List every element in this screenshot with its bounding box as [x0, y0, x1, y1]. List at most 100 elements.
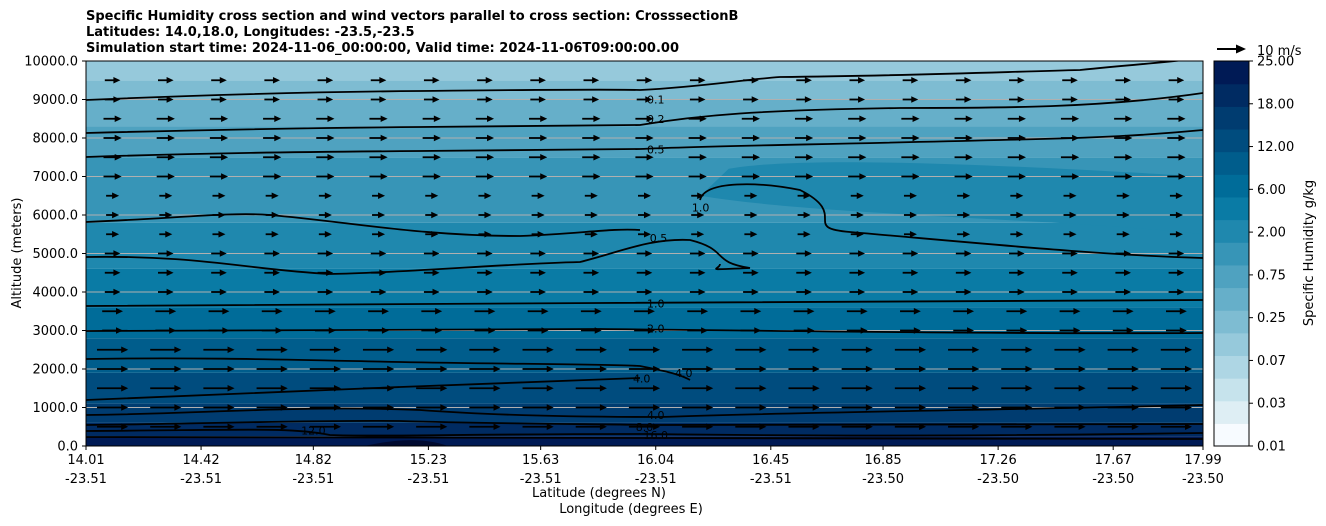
contour-label: 0.2	[647, 113, 665, 126]
wind-vector-head	[909, 231, 917, 238]
wind-vector-head	[121, 346, 129, 353]
wind-vector-head	[1178, 134, 1186, 142]
wind-vector-head	[751, 288, 759, 296]
wind-vector-head	[856, 231, 864, 238]
wind-vector	[265, 231, 279, 238]
wind-vector	[1009, 288, 1025, 296]
wind-vector-head	[280, 404, 288, 411]
wind-vector	[309, 423, 341, 430]
wind-vector-head	[912, 173, 920, 180]
wind-vector-head	[378, 192, 386, 199]
wind-vector	[575, 346, 607, 353]
wind-vector	[362, 365, 395, 373]
wind-vector	[1115, 288, 1132, 296]
x-tick-label-latitude: 15.23	[410, 453, 447, 468]
wind-vector-head	[280, 346, 288, 353]
wind-vector	[362, 423, 395, 430]
wind-vector-head	[227, 365, 235, 373]
wind-vector-head	[1179, 327, 1187, 334]
wind-vector	[422, 134, 441, 142]
wind-vector	[1062, 96, 1078, 103]
wind-vector	[636, 250, 653, 257]
wind-vector	[635, 173, 654, 180]
wind-vector	[475, 115, 495, 122]
wind-vector-head	[1020, 327, 1028, 334]
wind-vector-head	[865, 346, 873, 353]
wind-vector	[1114, 134, 1133, 142]
wind-vector-head	[275, 308, 283, 315]
wind-vector-head	[333, 346, 341, 353]
wind-vector-head	[812, 365, 820, 373]
contour-label: 0.5	[647, 144, 665, 157]
wind-vector	[96, 423, 129, 430]
wind-vector	[527, 327, 549, 334]
wind-vector-head	[484, 231, 492, 238]
wind-vector-head	[858, 250, 866, 257]
wind-vector	[740, 308, 762, 315]
wind-vector	[522, 365, 554, 373]
x-tick-label-latitude: 16.45	[752, 453, 789, 468]
wind-vector	[159, 231, 173, 238]
wind-vector	[687, 327, 709, 334]
wind-vector-head	[1018, 154, 1026, 161]
wind-vector-head	[1185, 365, 1193, 373]
wind-vector	[1115, 96, 1132, 103]
wind-vector-head	[333, 423, 341, 430]
wind-vector	[689, 250, 706, 257]
wind-vector-head	[1018, 173, 1026, 180]
contour-line	[86, 404, 1203, 418]
wind-vector	[421, 308, 443, 315]
wind-vector	[309, 385, 341, 392]
wind-vector-head	[645, 77, 653, 84]
wind-vector	[1166, 327, 1187, 334]
wind-vector	[628, 404, 661, 411]
wind-vector-head	[1131, 423, 1139, 430]
wind-vector-head	[759, 423, 767, 430]
wind-vector-head	[493, 346, 501, 353]
wind-vector-head	[812, 346, 820, 353]
wind-vector-head	[806, 134, 814, 142]
wind-vector	[846, 308, 868, 315]
wind-vector-head	[1124, 269, 1132, 276]
wind-vector-head	[432, 288, 440, 296]
wind-vector	[1001, 385, 1033, 392]
wind-vector-head	[812, 404, 820, 411]
wind-vector-head	[1177, 288, 1185, 296]
wind-vector-head	[963, 192, 971, 199]
wind-vector-head	[1070, 77, 1078, 84]
wind-vector-head	[1175, 211, 1183, 219]
wind-vector-head	[387, 365, 395, 373]
wind-vector-head	[646, 134, 654, 142]
wind-vector-head	[113, 77, 121, 84]
wind-vector	[848, 154, 867, 161]
wind-vector-head	[964, 96, 972, 103]
wind-vector	[422, 173, 441, 180]
wind-vector	[1160, 346, 1193, 353]
wind-vector	[1160, 365, 1193, 373]
wind-vector-head	[326, 288, 334, 296]
colorbar-swatch	[1214, 219, 1249, 243]
wind-vector	[796, 288, 812, 296]
wind-vector-head	[698, 288, 706, 296]
x-tick-label-latitude: 17.99	[1184, 453, 1221, 468]
quiver-key: 10 m/s	[1217, 44, 1302, 59]
wind-vector	[469, 365, 501, 373]
wind-vector-head	[1017, 288, 1025, 296]
wind-vector-head	[219, 96, 227, 103]
wind-vector	[318, 192, 332, 199]
wind-vector-head	[114, 173, 122, 180]
wind-vector-head	[913, 327, 921, 334]
wind-vector-head	[644, 211, 651, 219]
wind-vector-head	[1073, 308, 1081, 315]
wind-vector	[261, 308, 283, 315]
wind-vector	[317, 96, 334, 103]
wind-vector-head	[219, 250, 227, 257]
wind-vector-head	[919, 423, 927, 430]
wind-vector	[211, 250, 227, 257]
wind-vector	[522, 385, 554, 392]
title-line-1: Specific Humidity cross section and wind…	[86, 9, 739, 24]
colorbar-label: Specific Humidity g/kg	[1302, 180, 1317, 326]
wind-vector	[416, 423, 448, 430]
wind-vector	[530, 269, 546, 276]
